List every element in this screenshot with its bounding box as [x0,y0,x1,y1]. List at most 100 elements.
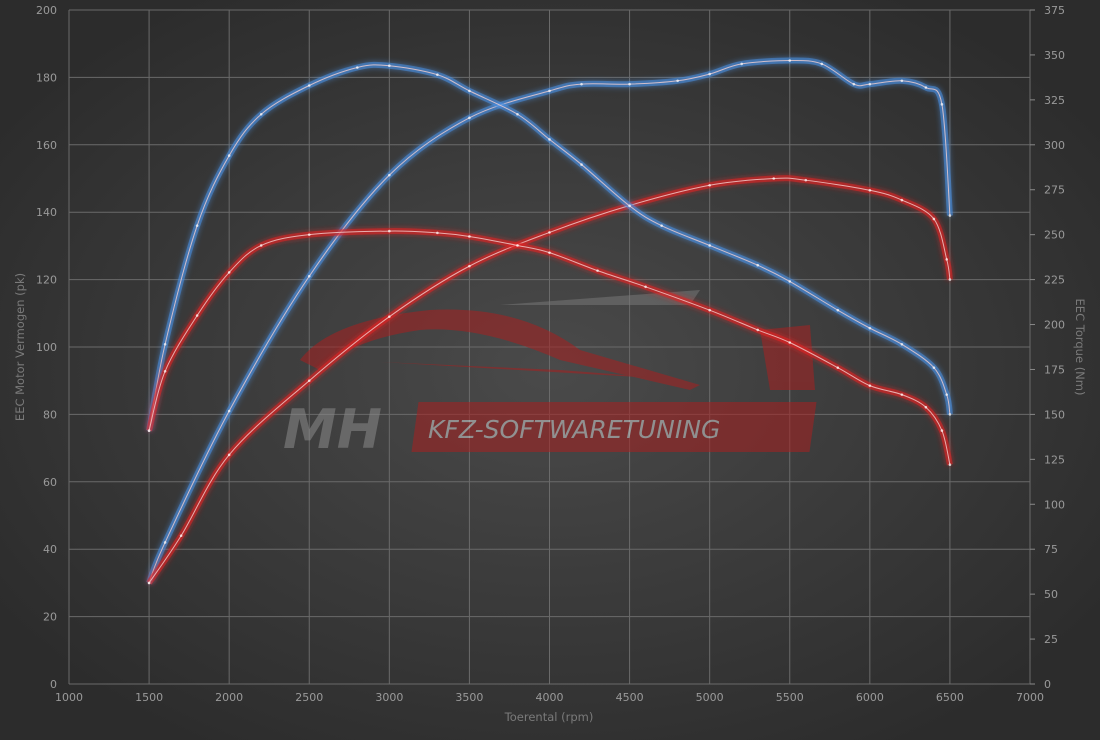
data-point [932,366,936,369]
data-point [388,315,391,318]
y-left-tick-label: 120 [36,274,57,287]
y-left-tick-label: 160 [36,139,57,152]
data-point [147,581,151,585]
data-point [163,369,167,373]
y-right-tick-label: 100 [1044,498,1065,511]
series-line [148,60,951,584]
data-point [388,229,391,233]
y-right-tick-label: 175 [1044,363,1065,376]
data-point [868,326,872,330]
y-axis-left-label: EEC Motor Vermogen (pk) [13,273,27,421]
data-point [945,258,949,261]
data-point [628,204,631,208]
data-point [708,308,711,312]
data-point [924,405,928,409]
x-tick-label: 4000 [536,691,564,704]
y-left-tick-label: 140 [36,206,57,219]
y-right-tick-label: 300 [1044,139,1065,152]
x-tick-label: 2500 [295,691,323,704]
data-point [596,269,599,272]
data-point [227,409,231,413]
data-point [836,308,840,312]
data-point [948,463,952,467]
y-right-tick-label: 25 [1044,633,1058,646]
data-point [468,264,471,268]
data-point [708,183,711,187]
data-point [436,73,439,77]
y-right-tick-label: 375 [1044,4,1065,17]
data-point [227,154,231,157]
data-point [628,82,631,86]
watermark-kfz: KFZ-SOFTWARETUNING [428,415,720,444]
data-point [468,116,471,120]
data-point [307,274,311,278]
data-point [788,341,792,344]
data-point [788,59,792,62]
data-point [756,263,760,267]
data-point [900,393,904,396]
series-layer [146,57,953,585]
data-point [163,343,167,346]
x-tick-label: 3000 [375,691,403,704]
y-right-tick-label: 325 [1044,94,1065,107]
series-line [148,230,951,465]
y-right-tick-label: 350 [1044,49,1065,62]
x-tick-label: 7000 [1016,691,1044,704]
data-point [259,112,263,116]
y-left-tick-label: 80 [43,408,57,421]
data-point [932,217,936,221]
data-point [740,62,743,66]
data-point [940,103,944,106]
data-point [868,82,872,86]
y-left-tick-label: 100 [36,341,57,354]
data-point [388,173,391,177]
y-left-tick-label: 20 [43,611,57,624]
data-point [900,79,904,83]
x-tick-label: 6500 [936,691,964,704]
data-point [676,79,679,83]
y-right-tick-label: 50 [1044,588,1058,601]
data-point [788,280,792,283]
data-point [924,86,928,89]
data-point [468,89,471,93]
data-point [868,384,872,387]
x-tick-label: 1500 [135,691,163,704]
data-point [900,343,904,346]
y-left-tick-label: 60 [43,476,57,489]
data-point [945,393,949,396]
data-point [948,413,952,416]
watermark-mh: MH [283,398,382,461]
data-point [756,328,760,332]
data-point [468,235,471,238]
x-tick-label: 4500 [616,691,644,704]
data-point [307,233,311,236]
data-point [836,366,840,369]
data-point [307,84,311,87]
data-point [163,541,167,544]
data-point [548,231,551,234]
y-right-tick-label: 225 [1044,274,1065,287]
data-point [436,231,439,235]
data-point [948,214,952,217]
data-point [772,177,776,180]
data-point [948,278,952,281]
data-point [516,112,519,116]
y-right-tick-label: 250 [1044,229,1065,242]
data-point [388,64,391,68]
data-point [548,138,551,141]
data-point [708,244,711,247]
data-point [644,285,647,289]
data-point [900,198,904,202]
x-tick-label: 1000 [55,691,83,704]
data-point [548,251,551,254]
data-point [660,224,663,227]
x-tick-label: 6000 [856,691,884,704]
x-tick-label: 2000 [215,691,243,704]
y-axis-right-label: EEC Torque (Nm) [1073,299,1087,396]
data-point [820,62,824,66]
data-point [548,89,551,93]
y-right-tick-label: 0 [1044,678,1051,691]
data-point [179,534,183,538]
y-left-tick-label: 0 [50,678,57,691]
